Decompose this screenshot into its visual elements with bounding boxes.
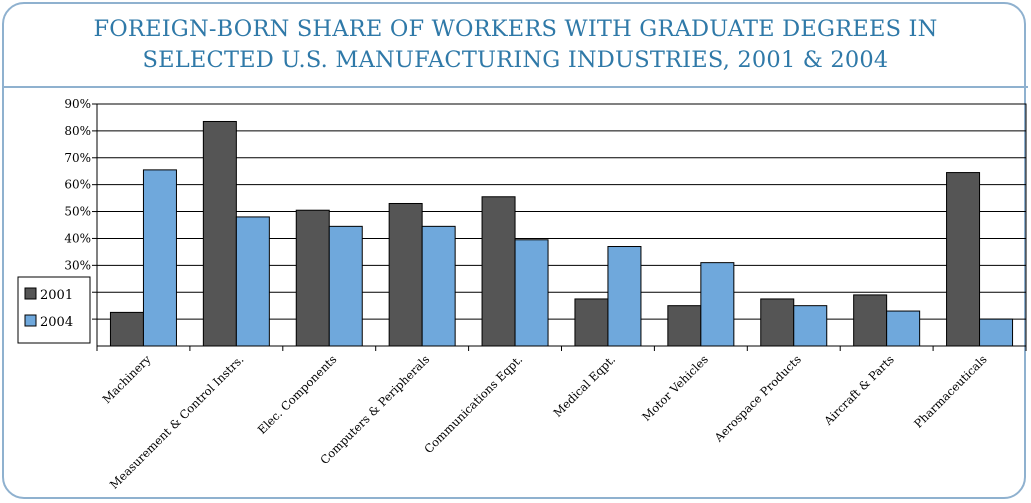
bar-2004-3 bbox=[328, 225, 363, 347]
x-tick-label: Pharmaceuticals bbox=[911, 352, 990, 431]
bar-2001-4 bbox=[388, 202, 423, 347]
bar-2004-2 bbox=[235, 216, 270, 347]
y-tick-label: 30% bbox=[64, 258, 91, 272]
x-tick-label: Motor Vehicles bbox=[639, 352, 711, 424]
legend-label-2004: 2004 bbox=[40, 315, 73, 330]
legend-swatch-2004 bbox=[24, 314, 37, 327]
y-tick-label: 40% bbox=[64, 231, 91, 245]
bar-2004-7 bbox=[700, 262, 735, 347]
x-tick-label: Medical Eqpt. bbox=[550, 352, 618, 420]
x-tick-label: Aircraft & Parts bbox=[821, 352, 897, 428]
chart-title-line-2: SELECTED U.S. MANUFACTURING INDUSTRIES, … bbox=[142, 47, 889, 73]
bar-2001-7 bbox=[667, 305, 702, 347]
y-tick-label: 90% bbox=[64, 97, 91, 111]
bar-2001-1 bbox=[109, 311, 144, 347]
legend-swatch-2001 bbox=[24, 287, 37, 300]
bar-2004-10 bbox=[979, 318, 1014, 347]
bar-2004-5 bbox=[514, 239, 549, 347]
bar-2001-9 bbox=[853, 294, 888, 347]
bar-2001-3 bbox=[295, 209, 330, 347]
bar-2001-6 bbox=[574, 298, 609, 347]
x-tick-label: Computers & Peripherals bbox=[317, 352, 432, 467]
bar-2004-6 bbox=[607, 246, 642, 347]
title-divider bbox=[2, 86, 1028, 88]
y-tick-label: 70% bbox=[64, 151, 91, 165]
chart-title-line-1: FOREIGN-BORN SHARE OF WORKERS WITH GRADU… bbox=[93, 16, 938, 42]
bar-2001-5 bbox=[481, 196, 516, 347]
y-tick-label: 60% bbox=[64, 178, 91, 192]
x-tick-label: Communications Eqpt. bbox=[421, 352, 525, 456]
bar-2001-8 bbox=[760, 298, 795, 347]
bar-2004-4 bbox=[421, 225, 456, 347]
x-tick-label: Aerospace Products bbox=[711, 352, 804, 445]
legend-box bbox=[17, 276, 91, 344]
y-tick-label: 50% bbox=[64, 205, 91, 219]
bar-2004-1 bbox=[142, 169, 177, 347]
chart-title: FOREIGN-BORN SHARE OF WORKERS WITH GRADU… bbox=[0, 14, 1031, 76]
bar-2004-9 bbox=[886, 310, 921, 347]
bar-2001-2 bbox=[202, 120, 237, 347]
bar-2004-8 bbox=[793, 305, 828, 347]
x-tick-label: Elec. Components bbox=[255, 352, 340, 437]
legend-label-2001: 2001 bbox=[40, 288, 73, 303]
bar-2001-10 bbox=[946, 172, 981, 347]
y-tick-label: 80% bbox=[64, 124, 91, 138]
x-tick-label: Machinery bbox=[100, 352, 154, 406]
